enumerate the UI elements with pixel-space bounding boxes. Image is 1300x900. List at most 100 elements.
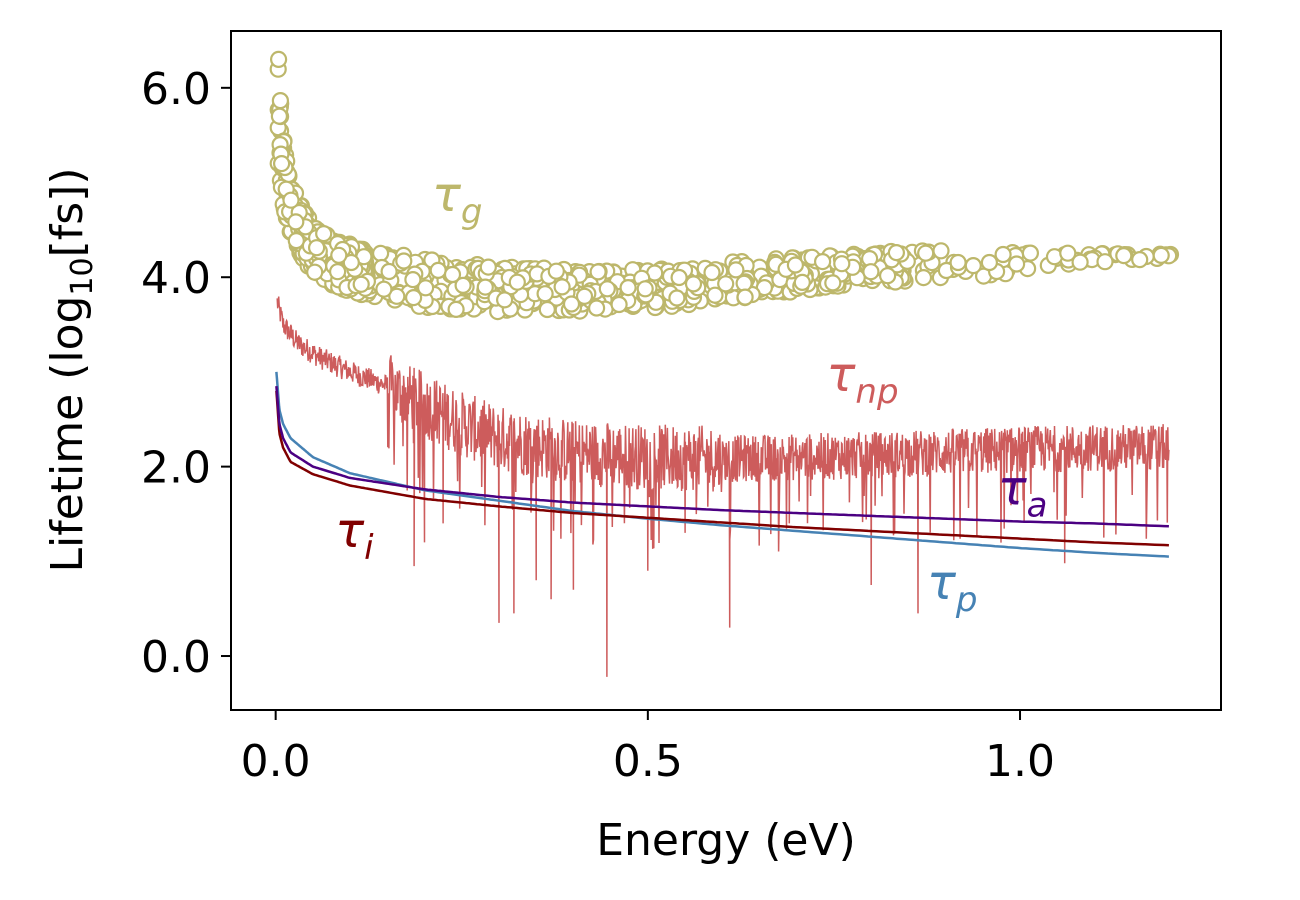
tau-g-point xyxy=(270,107,288,125)
tau-g-point xyxy=(1152,246,1170,264)
series-label-tau-g: τg xyxy=(432,167,483,232)
tau-g-point xyxy=(553,278,571,296)
tau-g-point xyxy=(443,265,462,284)
y-axis-title-prefix: Lifetime (log xyxy=(42,296,93,573)
tau-g-point xyxy=(352,275,370,293)
tau-g-point xyxy=(735,274,753,292)
series-tau-i-line xyxy=(275,390,1169,547)
plot-area-frame xyxy=(230,30,1222,711)
tau-g-point xyxy=(417,279,435,297)
tau-g-point xyxy=(287,232,305,250)
tau-g-point xyxy=(670,268,688,287)
series-label-symbol: τ xyxy=(335,503,365,559)
y-axis-title-subscript: 10 xyxy=(65,257,100,295)
tau-g-point xyxy=(375,280,393,298)
tau-g-point xyxy=(496,291,514,309)
tau-g-point xyxy=(980,253,999,272)
y-tick-label: 0.0 xyxy=(141,632,211,683)
x-tick-label: 0.0 xyxy=(241,736,311,787)
series-tau-g-points xyxy=(269,50,1180,321)
tau-g-point xyxy=(308,239,326,257)
y-tick-label: 2.0 xyxy=(141,443,211,494)
tau-g-point xyxy=(447,300,465,318)
tau-g-point xyxy=(479,258,497,276)
tau-g-point xyxy=(793,273,811,291)
x-tick-label: 1.0 xyxy=(985,736,1055,787)
series-label-tau-np: τnp xyxy=(827,347,899,412)
tau-g-point xyxy=(813,253,832,271)
series-tau-a-line xyxy=(275,386,1169,528)
y-tick-label: 6.0 xyxy=(141,64,211,115)
tau-g-point xyxy=(703,263,721,282)
tau-g-point xyxy=(1115,247,1133,265)
tau-g-point xyxy=(949,253,967,272)
tau-g-point xyxy=(538,300,556,319)
series-label-tau-i: τi xyxy=(335,503,374,568)
series-label-subscript: a xyxy=(1027,486,1048,526)
tau-g-point xyxy=(329,263,347,281)
series-label-subscript: g xyxy=(461,192,483,232)
series-label-symbol: τ xyxy=(998,461,1028,517)
series-layer xyxy=(269,50,1180,677)
tau-g-point xyxy=(342,253,360,272)
tau-g-point xyxy=(833,255,851,273)
tau-g-point xyxy=(964,257,982,275)
tau-g-point xyxy=(610,295,628,314)
tau-g-point xyxy=(727,261,745,279)
y-tick-label: 4.0 xyxy=(141,253,211,304)
tau-g-point xyxy=(282,191,300,209)
tau-g-point xyxy=(575,287,594,305)
series-label-symbol: τ xyxy=(827,347,857,403)
tau-g-point xyxy=(270,50,288,69)
tau-g-point xyxy=(536,285,554,303)
ticks-layer: 0.0 0.5 1.0 0.0 2.0 4.0 6.0 xyxy=(141,64,1055,787)
tau-g-point xyxy=(824,274,842,292)
tau-g-point xyxy=(547,262,565,280)
tau-g-point xyxy=(917,244,935,262)
tau-g-point xyxy=(476,278,494,296)
x-axis-title: Energy (eV) xyxy=(596,815,856,866)
tau-g-point xyxy=(1131,251,1149,269)
tau-g-point xyxy=(717,275,735,293)
x-tick-label: 0.5 xyxy=(613,736,683,787)
tau-g-point xyxy=(636,280,654,298)
tau-g-point xyxy=(380,262,398,281)
tau-g-point xyxy=(589,263,607,281)
tau-g-point xyxy=(786,256,805,274)
tau-g-point xyxy=(887,244,906,262)
series-label-subscript: p xyxy=(955,580,978,620)
tau-g-point xyxy=(271,91,289,110)
tau-g-point xyxy=(405,289,423,307)
series-label-symbol: τ xyxy=(432,167,462,223)
tau-g-point xyxy=(273,155,291,173)
tau-g-point xyxy=(619,279,637,297)
tau-g-point xyxy=(932,242,950,260)
series-label-tau-a: τa xyxy=(998,461,1048,526)
tau-g-point xyxy=(1096,253,1114,271)
tau-g-point xyxy=(587,299,606,317)
tau-g-point xyxy=(706,286,724,304)
tau-g-point xyxy=(315,225,333,243)
tau-g-point xyxy=(914,269,933,287)
tau-g-point xyxy=(287,213,305,231)
tau-g-point xyxy=(562,295,581,313)
series-tau-p-line xyxy=(275,371,1169,558)
tau-g-point xyxy=(1021,244,1040,262)
tau-g-point xyxy=(598,280,616,298)
tau-g-point xyxy=(1007,255,1026,273)
tau-g-point xyxy=(388,287,406,305)
series-label-tau-p: τp xyxy=(927,555,978,620)
tau-g-point xyxy=(429,261,447,279)
y-axis-title: Lifetime (log10[fs]) xyxy=(42,167,100,572)
tau-g-point xyxy=(1059,244,1077,262)
tau-g-point xyxy=(878,267,897,285)
series-label-symbol: τ xyxy=(927,555,957,611)
series-label-subscript: np xyxy=(855,372,898,412)
tau-g-point xyxy=(508,273,526,291)
tau-g-point xyxy=(994,245,1012,264)
y-axis-title-suffix: [fs]) xyxy=(42,167,93,257)
tau-g-point xyxy=(1071,253,1089,271)
